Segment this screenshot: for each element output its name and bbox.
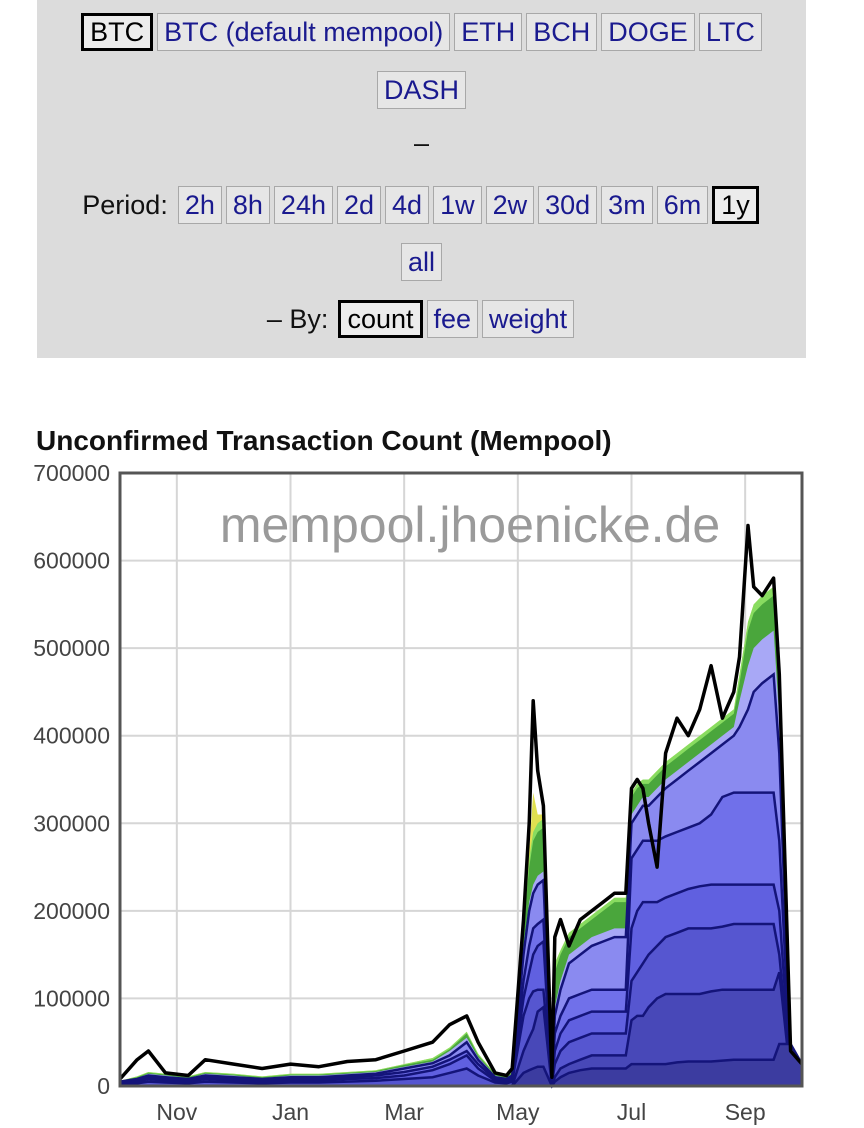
period-button-1y[interactable]: 1y [712, 186, 759, 224]
x-tick-label: Jul [617, 1099, 646, 1125]
period-row: Period: 2h 8h 24h 2d 4d 1w 2w 30d 3m 6m 1y [37, 186, 806, 224]
period-row: all [37, 243, 806, 281]
by-button-weight[interactable]: weight [482, 300, 575, 338]
y-tick-label: 100000 [33, 985, 110, 1011]
x-tick-label: May [496, 1099, 540, 1125]
coin-button-eth[interactable]: ETH [454, 13, 523, 51]
period-button-all[interactable]: all [400, 243, 442, 281]
chart-title: Unconfirmed Transaction Count (Mempool) [36, 425, 612, 456]
x-tick-label: Sep [725, 1099, 766, 1125]
plot-frame [118, 471, 804, 1088]
mempool-chart: Unconfirmed Transaction Count (Mempool) … [33, 425, 804, 1125]
period-button-2w[interactable]: 2w [485, 186, 535, 224]
x-tick-label: Jan [272, 1099, 309, 1125]
area-series [120, 1044, 802, 1086]
watermark: mempool.jhoenicke.de [220, 497, 720, 553]
coin-button-ltc[interactable]: LTC [698, 13, 762, 51]
selector-panel: BTC BTC (default mempool) ETH BCH DOGE LTC DA… [37, 0, 806, 358]
y-tick-label: 200000 [33, 898, 110, 924]
y-axis: 0 100000 200000 300000 400000 500000 600000 700… [33, 460, 110, 1099]
period-button-24h[interactable]: 24h [273, 186, 333, 224]
period-button-3m[interactable]: 3m [601, 186, 653, 224]
x-tick-label: Nov [156, 1099, 197, 1125]
period-button-8h[interactable]: 8h [225, 186, 270, 224]
coin-button-btc-default-mempool[interactable]: BTC (default mempool) [157, 13, 451, 51]
y-tick-label: 600000 [33, 548, 110, 574]
by-button-fee[interactable]: fee [426, 300, 479, 338]
y-tick-label: 300000 [33, 810, 110, 836]
series-boundary-line [119, 883, 803, 1085]
series-boundary-line [119, 791, 803, 1084]
total-line [118, 523, 804, 1081]
x-tick-label: Mar [384, 1099, 424, 1125]
period-button-4d[interactable]: 4d [385, 186, 430, 224]
y-tick-label: 0 [97, 1073, 110, 1099]
period-button-2d[interactable]: 2d [336, 186, 382, 224]
series-boundary-line [119, 671, 803, 1083]
period-button-1w[interactable]: 1w [433, 186, 482, 224]
by-button-count[interactable]: count [338, 300, 423, 338]
period-label: Period: [82, 189, 168, 220]
coin-button-doge[interactable]: DOGE [601, 13, 695, 51]
coin-button-bch[interactable]: BCH [526, 13, 598, 51]
x-axis: Nov Jan Mar May Jul Sep [156, 1099, 765, 1125]
period-button-2h[interactable]: 2h [177, 186, 222, 224]
separator: – [413, 128, 430, 158]
separator-row: – [37, 128, 806, 159]
period-button-6m[interactable]: 6m [656, 186, 709, 224]
chart-total-line [118, 523, 804, 1081]
period-button-30d[interactable]: 30d [538, 186, 598, 224]
y-tick-label: 500000 [33, 635, 110, 661]
coin-button-btc[interactable]: BTC [81, 13, 154, 51]
by-row: – By: count fee weight [37, 300, 806, 338]
coin-button-dash[interactable]: DASH [376, 71, 466, 109]
y-tick-label: 700000 [33, 460, 110, 486]
chart-areas [119, 586, 804, 1089]
coin-row: DASH [37, 71, 806, 109]
coin-row: BTC BTC (default mempool) ETH BCH DOGE LTC [37, 13, 806, 51]
y-tick-label: 400000 [33, 723, 110, 749]
series-boundary-line [119, 922, 803, 1086]
by-label: – By: [266, 303, 329, 334]
area-series [120, 972, 802, 1086]
